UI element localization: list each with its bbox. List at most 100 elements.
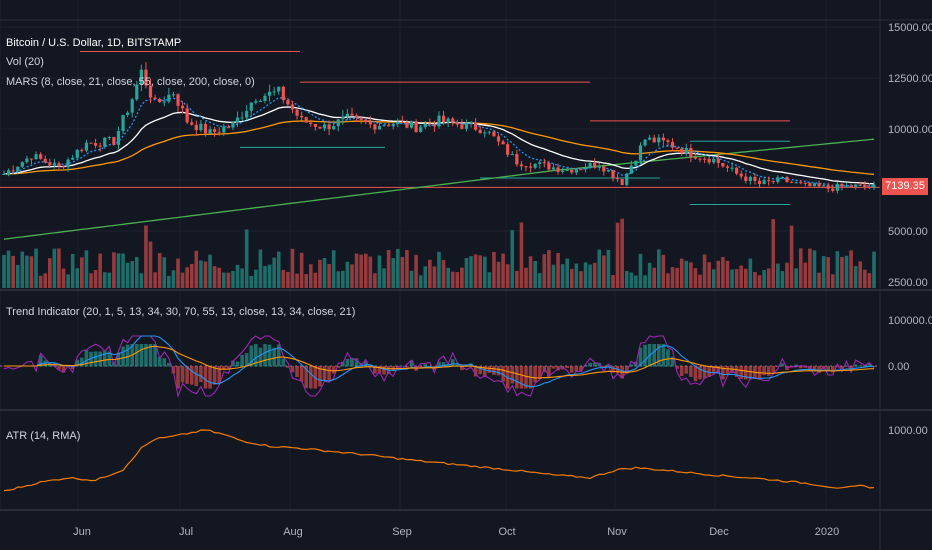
candle-body (359, 117, 363, 120)
volume-series[interactable] (2, 218, 876, 288)
trend-legend[interactable]: Trend Indicator (20, 1, 5, 13, 34, 30, 7… (6, 306, 356, 318)
trend-histogram-bar (84, 350, 89, 367)
volume-bar (144, 225, 148, 288)
volume-bar (11, 255, 15, 288)
volume-bar (409, 270, 414, 288)
trend-tick-label: 0.00 (888, 361, 909, 373)
volume-bar (789, 225, 794, 288)
candle-body (382, 125, 386, 127)
candle-body (162, 101, 166, 103)
candle-body (336, 119, 340, 127)
candle-body (844, 185, 849, 187)
candle-body (648, 137, 652, 140)
volume-bar (386, 249, 391, 288)
volume-bar (853, 266, 858, 288)
trend-histogram-bar (844, 365, 849, 367)
candle-body (528, 166, 533, 168)
volume-bar (189, 263, 194, 288)
trend-histogram-bar (304, 366, 309, 389)
candle-body (803, 182, 807, 184)
candle-body (776, 177, 780, 182)
candle-body (34, 154, 38, 160)
trend-histogram-bar (478, 366, 483, 375)
candle-body (538, 162, 542, 165)
trend-histogram-bar (524, 366, 528, 389)
volume-bar (322, 258, 327, 288)
candle-body (52, 163, 56, 166)
atr-legend[interactable]: ATR (14, RMA) (6, 430, 81, 442)
trend-histogram-bar (121, 346, 125, 367)
trend-histogram-bar (199, 366, 203, 383)
candlestick-series[interactable] (2, 62, 876, 194)
volume-bar (492, 252, 496, 288)
volume-bar (70, 253, 75, 288)
time-tick-label: 2020 (815, 526, 839, 538)
trend-histogram-bar (547, 366, 551, 378)
candle-body (391, 123, 395, 127)
volume-bar (528, 256, 533, 288)
candle-body (441, 115, 446, 123)
volume-bar (835, 251, 840, 288)
trend-histogram-bar (139, 344, 144, 367)
volume-bar (350, 264, 354, 288)
trend-indicator-series[interactable] (0, 335, 880, 399)
volume-bar (794, 268, 798, 288)
vol-legend[interactable]: Vol (20) (6, 56, 44, 68)
trend-histogram-bar (194, 366, 199, 387)
candle-body (629, 165, 633, 174)
trend-histogram-bar (368, 364, 373, 367)
volume-bar (345, 261, 350, 288)
candle-body (785, 177, 789, 182)
volume-bar (460, 267, 464, 288)
symbol-title[interactable]: Bitcoin / U.S. Dollar, 1D, BITSTAMP (6, 37, 182, 49)
candle-body (652, 137, 656, 143)
candle-body (483, 132, 487, 134)
volume-bar (734, 269, 739, 288)
trend-histogram-bar (739, 366, 744, 379)
trend-histogram-bar (702, 366, 707, 379)
trend-histogram-bar (327, 366, 331, 381)
trend-histogram-bar (812, 366, 817, 371)
volume-bar (748, 258, 753, 288)
trend-histogram-bar (473, 366, 478, 377)
trend-histogram-bar (125, 344, 130, 367)
volume-bar (849, 250, 853, 288)
price-axis[interactable]: 15000.00 12500.00 10000.00 5000.00 2500.00 10… (888, 22, 932, 437)
candle-body (780, 177, 785, 179)
candle-body (496, 136, 501, 142)
volume-bar (308, 264, 313, 288)
trend-histogram-bar (263, 344, 267, 367)
volume-bar (208, 254, 212, 288)
atr-series[interactable] (3, 429, 875, 492)
trend-histogram-bar (840, 366, 844, 369)
trend-histogram-bar (331, 366, 336, 374)
volume-bar (437, 251, 441, 288)
volume-bar (542, 254, 547, 288)
trend-histogram-bar (492, 366, 496, 375)
trend-histogram-bar (638, 347, 643, 367)
candle-body (231, 122, 235, 128)
volume-bar (240, 268, 244, 288)
time-axis[interactable]: Jun Jul Aug Sep Oct Nov Dec 2020 (73, 526, 839, 538)
candle-body (524, 166, 528, 168)
volume-bar (560, 264, 565, 288)
volume-bar (116, 253, 121, 288)
mars-legend[interactable]: MARS (8, close, 21, close, 55, close, 20… (6, 76, 255, 88)
volume-bar (872, 251, 876, 288)
volume-bar (656, 249, 661, 288)
volume-bar (313, 272, 318, 288)
volume-bar (2, 254, 6, 288)
volume-bar (798, 248, 803, 288)
trend-histogram-bar (830, 366, 835, 373)
candle-body (148, 85, 153, 98)
candle-body (693, 157, 698, 159)
volume-bar (34, 248, 38, 288)
trend-histogram-bar (583, 364, 588, 367)
trend-histogram-bar (762, 366, 766, 376)
volume-bar (125, 262, 130, 288)
time-tick-label: Jun (73, 526, 91, 538)
atr-tick-label: 1000.00 (888, 425, 928, 437)
candle-body (684, 147, 688, 154)
